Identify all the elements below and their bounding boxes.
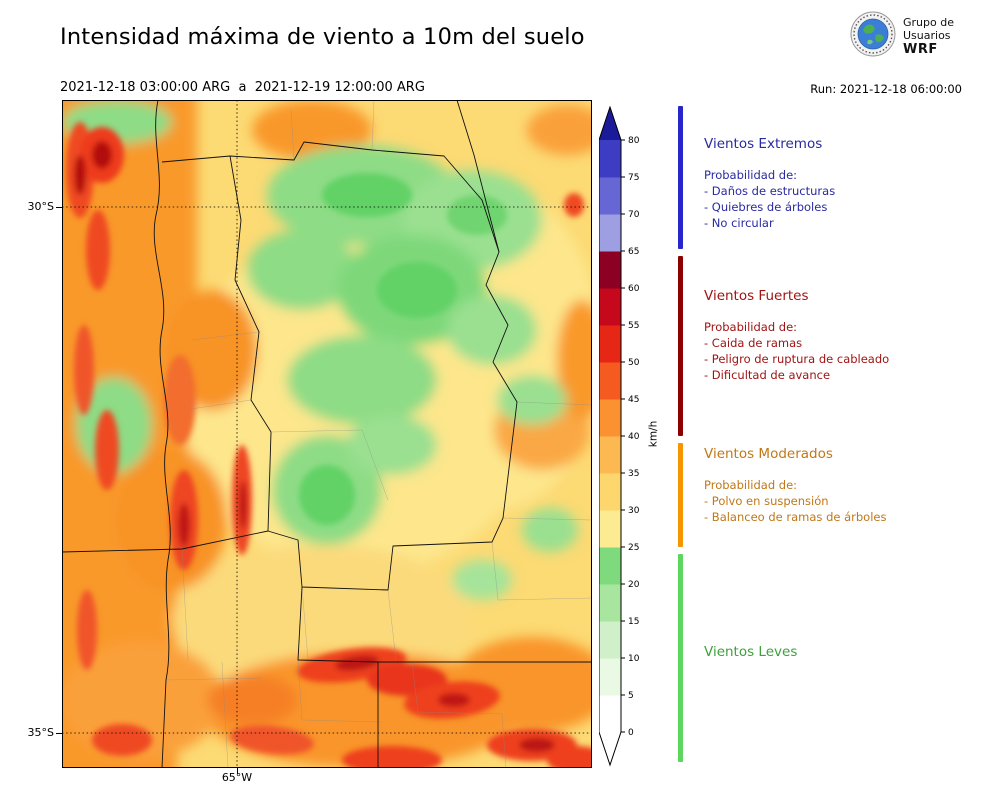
category-bar-moderados [678,443,683,547]
colorbar-segment [599,584,621,622]
colorbar-under-arrow [599,732,621,765]
wind-map [32,80,612,790]
page-title: Intensidad máxima de viento a 10m del su… [60,24,585,50]
colorbar-tick-label: 55 [628,321,639,331]
legend-title-fuertes: Vientos Fuertes [704,288,809,304]
colorbar-tick-label: 30 [628,506,640,516]
colorbar-segment [599,695,621,733]
legend-extremos: Vientos Extremos Probabilidad de: - Daño… [704,136,989,231]
category-bar-fuertes [678,256,683,436]
colorbar-segment [599,251,621,289]
legend-leves: Vientos Leves [704,644,989,660]
map-border [62,100,592,768]
department-borders [165,99,593,769]
colorbar-segment [599,547,621,585]
colorbar-segment [599,362,621,400]
colorbar-tick-label: 10 [628,654,640,664]
colorbar-segment [599,288,621,326]
logo-org-line2: Usuarios [903,29,951,43]
legend-item: - Balanceo de ramas de árboles [704,510,887,524]
legend-fuertes: Vientos Fuertes Probabilidad de: - Caida… [704,288,989,383]
x-tickmark-65w [237,768,238,774]
y-axis-label-30s: 30°S [27,200,54,213]
colorbar-segment [599,436,621,474]
colorbar-tick-label: 45 [628,395,639,405]
y-tickmark-30s [56,207,62,208]
wind-intensity-cores [66,122,607,774]
y-axis-label-35s: 35°S [27,726,54,739]
legend-title-extremos: Vientos Extremos [704,136,823,152]
colorbar-segment [599,510,621,548]
colorbar-tick-label: 50 [628,358,640,368]
colorbar-tick-label: 35 [628,469,639,479]
colorbar-unit-label: km/h [647,420,660,448]
category-bar-extremos [678,106,683,249]
colorbar-tick-label: 15 [628,617,639,627]
legend-heading: Probabilidad de: [704,320,798,334]
legend-item: - Polvo en suspensión [704,494,829,508]
legend-heading: Probabilidad de: [704,168,798,182]
colorbar-segment [599,325,621,363]
colorbar-over-arrow [599,107,621,140]
legend-item: - Dificultad de avance [704,368,831,382]
colorbar-tick-label: 40 [628,432,640,442]
valid-period-label: 2021-12-18 03:00:00 ARG a 2021-12-19 12:… [60,80,425,95]
wrf-logo: Grupo de Usuarios WRF [850,11,954,61]
colorbar-segment [599,473,621,511]
legend-item: - Quiebres de árboles [704,200,828,214]
colorbar-segment [599,140,621,178]
colorbar: 0 5 10 15 20 25 30 35 40 45 50 55 60 65 70 75 80 [598,105,657,782]
colorbar-segment [599,214,621,252]
colorbar-segment [599,177,621,215]
graticule-lines [62,100,592,768]
colorbar-segment [599,621,621,659]
model-run-label: Run: 2021-12-18 06:00:00 [810,82,962,96]
legend-item: - Daños de estructuras [704,184,836,198]
colorbar-tick-label: 75 [628,173,639,183]
colorbar-tick-label: 80 [628,136,640,146]
logo-org-line1: Grupo de [903,15,954,29]
colorbar-segment [599,658,621,696]
colorbar-tick-label: 70 [628,210,640,220]
legend-title-moderados: Vientos Moderados [704,446,833,462]
category-bar-leves [678,554,683,762]
colorbar-tick-label: 65 [628,247,639,257]
x-axis-label-65w: 65°W [221,771,253,784]
colorbar-tick-label: 0 [628,728,634,738]
legend-moderados: Vientos Moderados Probabilidad de: - Pol… [704,446,989,525]
colorbar-tick-label: 60 [628,284,640,294]
legend-item: - Peligro de ruptura de cableado [704,352,890,366]
colorbar-tick-label: 25 [628,543,639,553]
wrf-globe-icon [850,11,896,61]
colorbar-segment [599,399,621,437]
wrf-logo-text: Grupo de Usuarios WRF [903,16,954,57]
y-tickmark-35s [56,733,62,734]
colorbar-tick-label: 20 [628,580,640,590]
legend-title-leves: Vientos Leves [704,644,798,660]
colorbar-tick-label: 5 [628,691,634,701]
logo-org-wrf: WRF [903,41,938,57]
legend-heading: Probabilidad de: [704,478,798,492]
legend-item: - No circular [704,216,774,230]
legend-item: - Caida de ramas [704,336,803,350]
